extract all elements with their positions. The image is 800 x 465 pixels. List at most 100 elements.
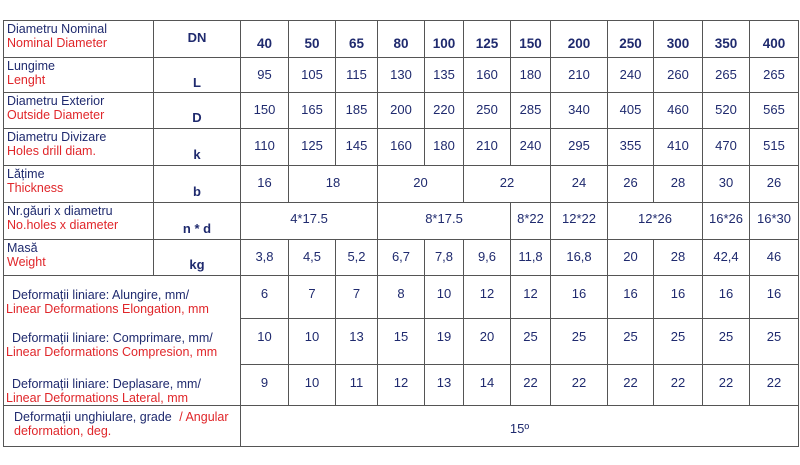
value-cell: 25 bbox=[749, 318, 799, 365]
label-ro: Nr.găuri x diametru bbox=[7, 204, 113, 218]
value-cell: 25 bbox=[607, 318, 654, 365]
value-cell: 25 bbox=[653, 318, 703, 365]
value-cell: 28 bbox=[653, 239, 703, 276]
row-label: Lățime Thickness bbox=[3, 165, 154, 203]
value-cell: 16 bbox=[653, 275, 703, 319]
value-cell: 9 bbox=[240, 364, 289, 406]
value-cell: 12 bbox=[463, 275, 511, 319]
deformation-row: Deformații liniare: Alungire, mm/Linear … bbox=[3, 275, 799, 319]
value-cell: 7 bbox=[335, 275, 378, 319]
value-cell: 12 bbox=[377, 364, 425, 406]
dn-65: 65 bbox=[335, 20, 378, 58]
value-cell: 22 bbox=[550, 364, 608, 406]
value-cell: 160 bbox=[377, 128, 425, 166]
value-cell: 11,8 bbox=[510, 239, 551, 276]
label-en: Outside Diameter bbox=[7, 108, 105, 122]
value-cell: 210 bbox=[550, 57, 608, 93]
value-cell: 110 bbox=[240, 128, 289, 166]
table-row: Diametru Exterior Outside Diameter D 150 165… bbox=[3, 92, 799, 129]
dn-100: 100 bbox=[424, 20, 464, 58]
value-cell: 14 bbox=[463, 364, 511, 406]
value-cell: 8*22 bbox=[510, 202, 551, 240]
angular-row: Deformații unghiulare, grade / Angular d… bbox=[3, 404, 799, 447]
row-symbol: D bbox=[153, 92, 241, 129]
label-en: Nominal Diameter bbox=[7, 36, 108, 50]
dn-40: 40 bbox=[240, 20, 289, 58]
label-en: Weight bbox=[7, 255, 46, 269]
angular-value: 15º bbox=[240, 404, 799, 447]
value-cell: 8*17.5 bbox=[377, 202, 511, 240]
label-ro: Masă bbox=[7, 241, 38, 255]
row-symbol: b bbox=[153, 165, 241, 203]
label-en: / Angular deformation, deg. bbox=[14, 409, 229, 438]
value-cell: 265 bbox=[702, 57, 750, 93]
value-cell: 28 bbox=[653, 165, 703, 203]
row-label: Nr.găuri x diametru No.holes x diameter bbox=[3, 202, 154, 240]
value-cell: 185 bbox=[335, 92, 378, 129]
deformation-label: Deformații liniare: Deplasare, mm/Linear… bbox=[3, 364, 241, 406]
row-label: Diametru Divizare Holes drill diam. bbox=[3, 128, 154, 166]
dn-350: 350 bbox=[702, 20, 750, 58]
value-cell: 6 bbox=[240, 275, 289, 319]
value-cell: 115 bbox=[335, 57, 378, 93]
flange-spec-table: Diametru Nominal Nominal Diameter DN 40 50 65… bbox=[3, 20, 799, 447]
header-row: Diametru Nominal Nominal Diameter DN 40 50 65… bbox=[3, 20, 799, 58]
value-cell: 22 bbox=[653, 364, 703, 406]
value-cell: 15 bbox=[377, 318, 425, 365]
value-cell: 20 bbox=[607, 239, 654, 276]
table-row: Nr.găuri x diametru No.holes x diameter n … bbox=[3, 202, 799, 240]
label-en: Linear Deformations Compresion, mm bbox=[6, 344, 218, 359]
value-cell: 16 bbox=[240, 165, 289, 203]
row-symbol: n * d bbox=[153, 202, 241, 240]
dn-50: 50 bbox=[288, 20, 336, 58]
dn-200: 200 bbox=[550, 20, 608, 58]
value-cell: 46 bbox=[749, 239, 799, 276]
value-cell: 240 bbox=[607, 57, 654, 93]
value-cell: 125 bbox=[288, 128, 336, 166]
label-en: Holes drill diam. bbox=[7, 144, 96, 158]
value-cell: 340 bbox=[550, 92, 608, 129]
value-cell: 8 bbox=[377, 275, 425, 319]
value-cell: 515 bbox=[749, 128, 799, 166]
value-cell: 165 bbox=[288, 92, 336, 129]
table-row: Lungime Lenght L 95 105 115 130 135 160 180 210 240… bbox=[3, 57, 799, 93]
value-cell: 20 bbox=[463, 318, 511, 365]
table-row: Masă Weight kg 3,8 4,5 5,2 6,7 7,8 9,6 11,8 16,8 20… bbox=[3, 239, 799, 276]
value-cell: 18 bbox=[288, 165, 378, 203]
dn-250: 250 bbox=[607, 20, 654, 58]
value-cell: 405 bbox=[607, 92, 654, 129]
row-symbol: kg bbox=[153, 239, 241, 276]
value-cell: 30 bbox=[702, 165, 750, 203]
deformation-label: Deformații liniare: Comprimare, mm/Linea… bbox=[3, 318, 241, 365]
value-cell: 460 bbox=[653, 92, 703, 129]
deformation-label: Deformații liniare: Alungire, mm/Linear … bbox=[3, 275, 241, 319]
value-cell: 470 bbox=[702, 128, 750, 166]
value-cell: 24 bbox=[550, 165, 608, 203]
value-cell: 25 bbox=[510, 318, 551, 365]
value-cell: 410 bbox=[653, 128, 703, 166]
value-cell: 13 bbox=[424, 364, 464, 406]
dn-150: 150 bbox=[510, 20, 551, 58]
value-cell: 9,6 bbox=[463, 239, 511, 276]
row-symbol: k bbox=[153, 128, 241, 166]
value-cell: 5,2 bbox=[335, 239, 378, 276]
value-cell: 180 bbox=[510, 57, 551, 93]
label-en: Linear Deformations Lateral, mm bbox=[6, 390, 189, 405]
value-cell: 260 bbox=[653, 57, 703, 93]
value-cell: 10 bbox=[240, 318, 289, 365]
label-ro: Diametru Exterior bbox=[7, 94, 105, 108]
label-ro: Diametru Nominal bbox=[7, 22, 108, 36]
value-cell: 4*17.5 bbox=[240, 202, 378, 240]
value-cell: 22 bbox=[463, 165, 551, 203]
label-ro: Deformații liniare: Comprimare, mm/ bbox=[12, 330, 213, 345]
value-cell: 265 bbox=[749, 57, 799, 93]
value-cell: 16 bbox=[749, 275, 799, 319]
value-cell: 6,7 bbox=[377, 239, 425, 276]
angular-label: Deformații unghiulare, grade / Angular d… bbox=[3, 404, 241, 447]
value-cell: 10 bbox=[424, 275, 464, 319]
dn-300: 300 bbox=[653, 20, 703, 58]
value-cell: 150 bbox=[240, 92, 289, 129]
deformation-row: Deformații liniare: Comprimare, mm/Linea… bbox=[3, 318, 799, 365]
value-cell: 565 bbox=[749, 92, 799, 129]
label-en: Thickness bbox=[7, 181, 64, 195]
